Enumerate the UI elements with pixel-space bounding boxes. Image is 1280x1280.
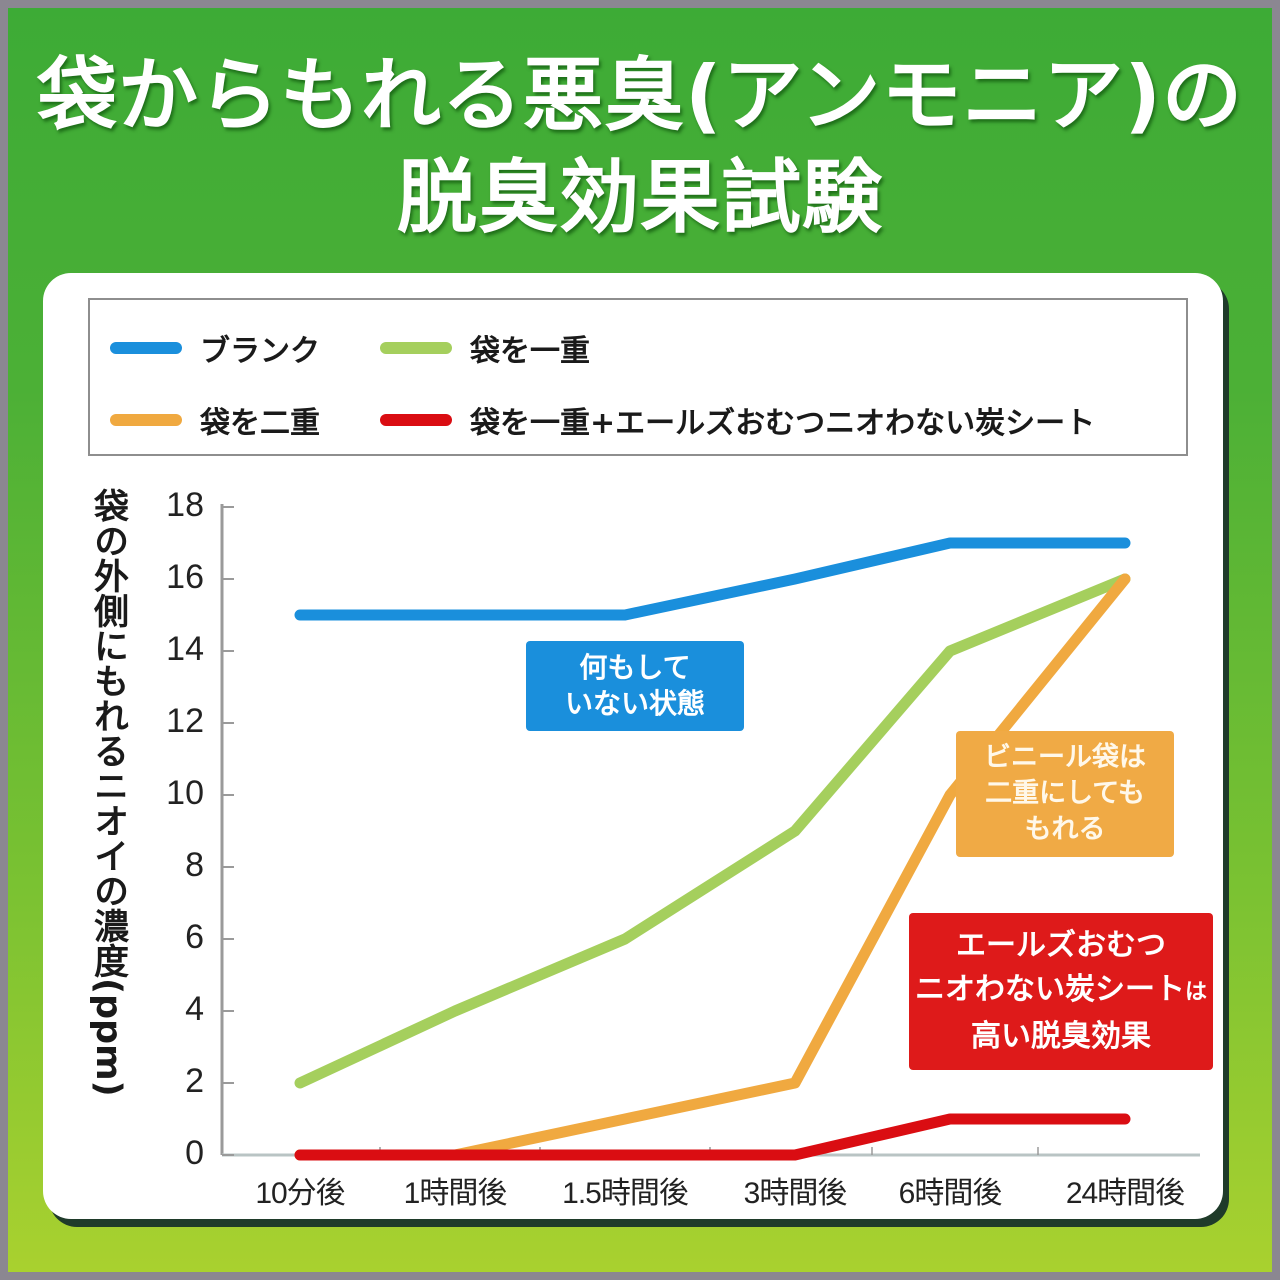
x-tick-label: 10分後 — [255, 1177, 345, 1210]
y-tick-label: 0 — [185, 1134, 204, 1172]
legend-item-single-bag: 袋を一重 — [380, 326, 590, 370]
callout-text: 二重にしても — [985, 778, 1145, 809]
x-tick-label: 3時間後 — [743, 1177, 848, 1210]
callout-text: 高い脱臭効果 — [971, 1019, 1151, 1054]
x-tick-label: 1.5時間後 — [562, 1177, 689, 1210]
legend-swatch-green — [380, 342, 452, 354]
callout-text: ビニール袋は — [984, 742, 1146, 773]
y-tick-label: 8 — [185, 846, 204, 884]
legend-swatch-orange — [110, 414, 182, 426]
y-axis-label: 袋の外側にもれるニオイの濃度(ppm) — [88, 488, 128, 1097]
legend-label: 袋を一重+エールズおむつニオわない炭シート — [470, 406, 1096, 441]
legend-swatch-red — [380, 414, 452, 426]
callout-text: もれる — [1024, 814, 1106, 845]
x-tick-label: 1時間後 — [403, 1177, 508, 1210]
x-tick-label: 24時間後 — [1065, 1177, 1185, 1210]
legend-swatch-blue — [110, 342, 182, 354]
callout-text: 何もして — [579, 651, 691, 684]
legend-item-blank: ブランク — [110, 326, 320, 370]
callout-blank: 何もして いない状態 — [526, 641, 744, 731]
chart-title-line2: 脱臭効果試験 — [397, 151, 883, 244]
y-tick-label: 16 — [166, 558, 204, 596]
y-tick-label: 4 — [185, 990, 204, 1028]
y-tick-label: 14 — [166, 630, 204, 668]
y-tick-label: 2 — [185, 1062, 204, 1100]
callout-double-bag: ビニール袋は 二重にしても もれる — [956, 731, 1174, 857]
callout-charcoal-sheet: エールズおむつ ニオわない炭シートは 高い脱臭効果 — [909, 913, 1213, 1070]
legend-label: ブランク — [200, 334, 320, 369]
y-tick-label: 12 — [166, 702, 204, 740]
legend-label: 袋を二重 — [200, 406, 320, 441]
legend-label: 袋を一重 — [470, 334, 590, 369]
y-tick-label: 6 — [185, 918, 204, 956]
legend-item-double-bag: 袋を二重 — [110, 398, 320, 442]
legend: ブランク 袋を一重 袋を二重 袋を一重+エールズおむつニオわない炭シート — [88, 298, 1188, 456]
legend-item-single-bag-plus-sheet: 袋を一重+エールズおむつニオわない炭シート — [380, 398, 1095, 442]
callout-text: いない状態 — [564, 687, 705, 720]
x-tick-label: 6時間後 — [898, 1177, 1003, 1210]
callout-text: エールズおむつ — [956, 928, 1166, 963]
y-tick-label: 18 — [166, 486, 204, 524]
y-tick-label: 10 — [166, 774, 204, 812]
chart-title-line1: 袋からもれる悪臭(アンモニア)の — [37, 49, 1243, 142]
callout-text: ニオわない炭シートは — [914, 972, 1207, 1007]
